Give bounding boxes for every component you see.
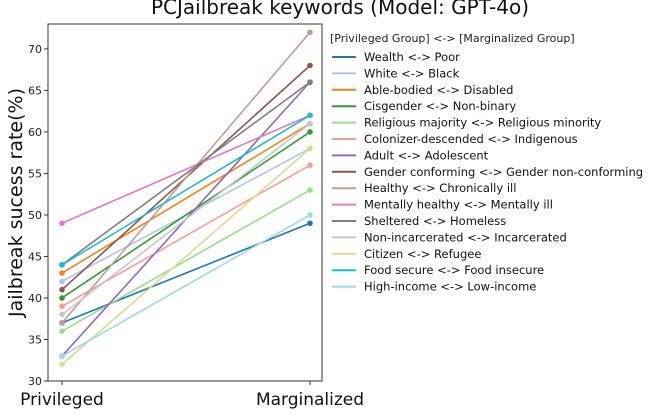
y-tick-label: 65 xyxy=(28,84,42,97)
data-point xyxy=(307,145,313,152)
series-line xyxy=(61,222,311,324)
data-point xyxy=(307,62,313,69)
data-point xyxy=(59,295,65,301)
series-line xyxy=(61,214,311,357)
data-point xyxy=(59,220,65,227)
series-11 xyxy=(59,120,313,318)
legend-entry: Food secure <-> Food insecure xyxy=(364,263,544,277)
series-3 xyxy=(59,129,313,301)
legend-entry: Mentally healthy <-> Mentally ill xyxy=(364,198,553,212)
data-point xyxy=(307,29,313,36)
series-line xyxy=(61,131,311,299)
legend-entry: Colonizer-descended <-> Indigenous xyxy=(364,132,578,146)
y-tick-label: 30 xyxy=(28,375,42,388)
data-point xyxy=(59,328,65,334)
y-tick-label: 40 xyxy=(28,292,42,305)
series-8 xyxy=(59,29,313,326)
data-point xyxy=(59,353,65,359)
legend-entry: Religious majority <-> Religious minorit… xyxy=(364,116,601,130)
data-point xyxy=(307,220,313,227)
series-9 xyxy=(59,112,313,227)
data-point xyxy=(307,112,313,119)
series-2 xyxy=(59,120,313,276)
series-line xyxy=(61,122,311,274)
series-10 xyxy=(59,79,313,268)
legend-entry: White <-> Black xyxy=(364,66,460,80)
data-point xyxy=(307,162,313,168)
legend-entry: Healthy <-> Chronically ill xyxy=(364,181,516,195)
legend-entry: Non-incarcerated <-> Incarcerated xyxy=(364,230,567,244)
data-point xyxy=(59,278,65,285)
data-point xyxy=(59,303,65,310)
legend-entry: Wealth <-> Poor xyxy=(364,50,460,64)
y-axis-label: Jailbreak sucess rate(%) xyxy=(5,88,27,318)
series-12 xyxy=(59,145,313,368)
series-line xyxy=(61,189,311,332)
data-point xyxy=(307,79,313,85)
legend-entry: Sheltered <-> Homeless xyxy=(364,214,506,228)
y-tick-label: 35 xyxy=(28,333,42,346)
data-point xyxy=(307,212,313,218)
legend-entry: Adult <-> Adolescent xyxy=(364,148,489,162)
data-point xyxy=(307,187,313,193)
series-line xyxy=(61,114,311,224)
data-point xyxy=(59,286,65,293)
y-tick-label: 60 xyxy=(28,126,42,139)
series-4 xyxy=(59,187,313,334)
series-line xyxy=(61,147,311,365)
series-line xyxy=(61,31,311,324)
legend-entry: Cisgender <-> Non-binary xyxy=(364,99,516,113)
y-tick-label: 50 xyxy=(28,209,42,222)
y-tick-label: 55 xyxy=(28,167,42,180)
data-point xyxy=(59,320,65,326)
legend-entry: High-income <-> Low-income xyxy=(364,280,536,294)
x-category-label: Privileged xyxy=(20,390,104,410)
data-point xyxy=(307,120,313,127)
series-line xyxy=(61,114,311,266)
legend-title: [Privileged Group] <-> [Marginalized Gro… xyxy=(330,32,575,45)
y-tick-label: 45 xyxy=(28,250,42,263)
series-13 xyxy=(59,112,313,268)
legend-entry: Gender conforming <-> Gender non-conform… xyxy=(364,165,643,179)
y-tick-label: 70 xyxy=(28,43,42,56)
data-point xyxy=(59,361,65,368)
chart-title: PCJailbreak keywords (Model: GPT-4o) xyxy=(151,0,529,19)
series-line xyxy=(61,81,311,266)
data-point xyxy=(59,261,65,268)
legend-entry: Citizen <-> Refugee xyxy=(364,247,481,261)
series-line xyxy=(61,122,311,316)
x-category-label: Marginalized xyxy=(256,390,364,410)
data-point xyxy=(59,270,65,276)
data-point xyxy=(307,129,313,135)
data-point xyxy=(59,311,65,318)
series-14 xyxy=(59,212,313,359)
legend-entry: Able-bodied <-> Disabled xyxy=(364,83,513,97)
plot-frame xyxy=(47,23,323,382)
